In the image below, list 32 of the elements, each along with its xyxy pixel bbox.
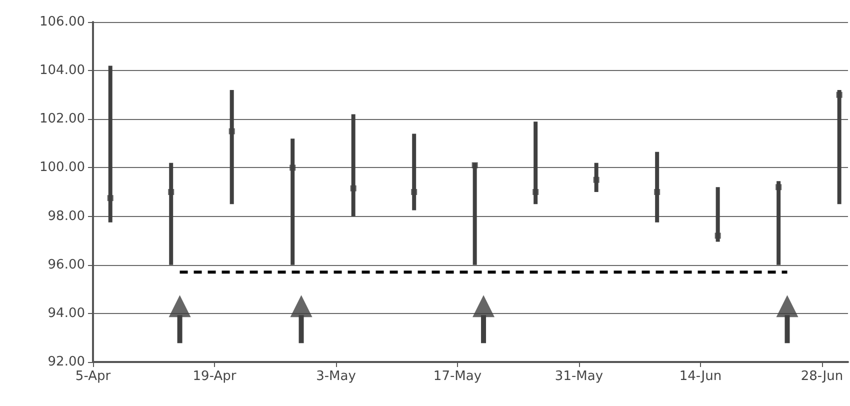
x-tick-label: 17-May [433,369,482,384]
point [654,189,660,195]
point [593,176,600,183]
y-tick-label: 98.00 [48,208,85,224]
y-tick-label: 94.00 [48,306,85,321]
point [290,164,296,171]
y-tick-label: 106.00 [40,14,85,30]
point [107,195,114,202]
point [290,295,312,318]
point [776,295,798,318]
x-tick-label: 31-May [554,369,604,384]
x-tick-label: 19-Apr [192,369,237,384]
x-tick-label: 5-Apr [75,369,112,384]
y-tick-label: 92.00 [48,354,85,370]
point [714,232,721,239]
y-tick-label: 104.00 [40,63,85,78]
point [472,162,478,168]
point [168,189,174,195]
point [350,185,356,192]
point [472,295,495,318]
y-tick-label: 100.00 [40,160,85,176]
point [411,189,418,195]
y-tick-label: 102.00 [40,112,85,127]
y-tick-label: 96.00 [48,257,85,272]
x-tick-label: 28-Jun [800,369,844,384]
point [168,295,191,318]
point [836,92,842,98]
point [532,189,539,195]
point [228,128,235,134]
x-tick-label: 14-Jun [679,369,722,384]
x-tick-label: 3-May [316,369,356,384]
point [776,184,782,190]
